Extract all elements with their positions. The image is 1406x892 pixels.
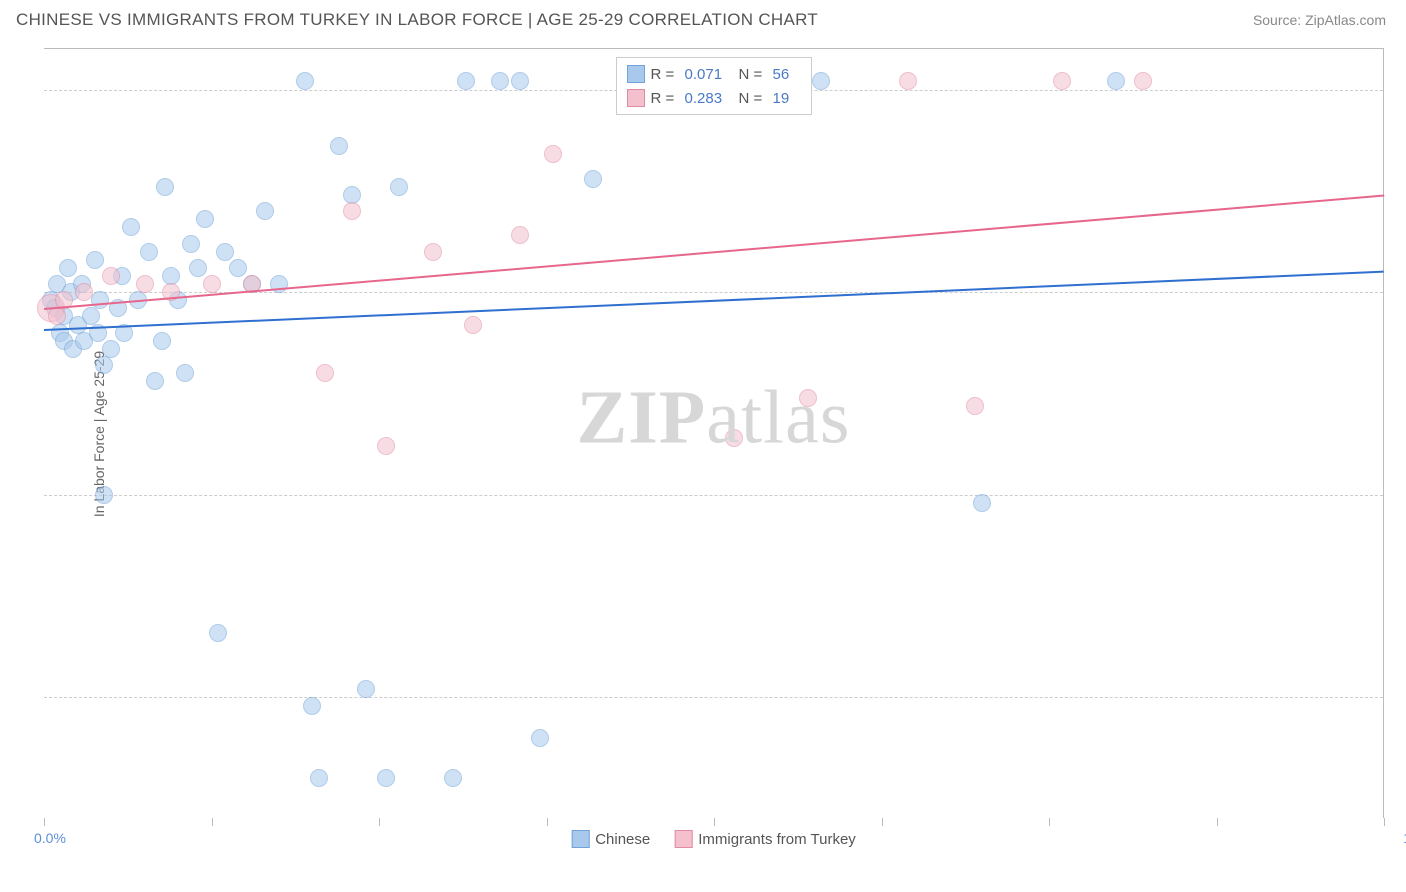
x-tick: [882, 818, 883, 826]
data-point: [330, 137, 348, 155]
data-point: [511, 226, 529, 244]
legend-n-label: N =: [739, 90, 767, 107]
data-point: [196, 210, 214, 228]
y-tick-label: 75.0%: [1393, 505, 1406, 521]
data-point: [1134, 72, 1152, 90]
data-point: [377, 437, 395, 455]
correlation-legend: R = 0.071 N = 56 R = 0.283 N = 19: [616, 57, 812, 115]
data-point: [899, 72, 917, 90]
data-point: [812, 72, 830, 90]
data-point: [1053, 72, 1071, 90]
x-tick: [379, 818, 380, 826]
data-point: [95, 486, 113, 504]
data-point: [531, 729, 549, 747]
data-point: [377, 769, 395, 787]
legend-r-value: 0.071: [685, 66, 733, 83]
data-point: [390, 178, 408, 196]
series-legend: Chinese Immigrants from Turkey: [571, 830, 856, 848]
legend-r-label: R =: [651, 90, 679, 107]
data-point: [153, 332, 171, 350]
y-tick-label: 87.5%: [1393, 302, 1406, 318]
legend-r-label: R =: [651, 66, 679, 83]
chart-title: CHINESE VS IMMIGRANTS FROM TURKEY IN LAB…: [16, 10, 818, 30]
data-point: [216, 243, 234, 261]
gridline: [44, 697, 1383, 698]
data-point: [457, 72, 475, 90]
data-point: [310, 769, 328, 787]
data-point: [122, 218, 140, 236]
legend-item: Immigrants from Turkey: [674, 830, 856, 848]
data-point: [136, 275, 154, 293]
data-point: [102, 340, 120, 358]
legend-swatch: [627, 65, 645, 83]
x-tick: [547, 818, 548, 826]
data-point: [343, 202, 361, 220]
data-point: [59, 259, 77, 277]
legend-swatch: [627, 89, 645, 107]
data-point: [491, 72, 509, 90]
data-point: [296, 72, 314, 90]
data-point: [584, 170, 602, 188]
data-point: [256, 202, 274, 220]
legend-item: Chinese: [571, 830, 650, 848]
data-point: [48, 307, 66, 325]
legend-n-label: N =: [739, 66, 767, 83]
data-point: [102, 267, 120, 285]
data-point: [95, 356, 113, 374]
data-point: [511, 72, 529, 90]
plot-area: 62.5%75.0%87.5%100.0%: [44, 49, 1383, 818]
chart-header: CHINESE VS IMMIGRANTS FROM TURKEY IN LAB…: [0, 0, 1406, 36]
y-tick-label: 62.5%: [1393, 707, 1406, 723]
data-point: [464, 316, 482, 334]
legend-row: R = 0.283 N = 19: [627, 86, 801, 110]
chart-source: Source: ZipAtlas.com: [1253, 12, 1386, 28]
legend-series-label: Chinese: [595, 831, 650, 848]
legend-n-value: 19: [773, 90, 801, 107]
gridline: [44, 495, 1383, 496]
data-point: [799, 389, 817, 407]
data-point: [444, 769, 462, 787]
data-point: [209, 624, 227, 642]
legend-r-value: 0.283: [685, 90, 733, 107]
data-point: [544, 145, 562, 163]
data-point: [140, 243, 158, 261]
x-tick: [212, 818, 213, 826]
x-axis-label-min: 0.0%: [34, 830, 66, 846]
data-point: [424, 243, 442, 261]
legend-n-value: 56: [773, 66, 801, 83]
legend-swatch: [571, 830, 589, 848]
data-point: [75, 283, 93, 301]
data-point: [1107, 72, 1125, 90]
data-point: [725, 429, 743, 447]
data-point: [303, 697, 321, 715]
data-point: [316, 364, 334, 382]
data-point: [966, 397, 984, 415]
x-tick: [1049, 818, 1050, 826]
x-tick: [714, 818, 715, 826]
data-point: [203, 275, 221, 293]
x-tick: [1384, 818, 1385, 826]
legend-swatch: [674, 830, 692, 848]
data-point: [91, 291, 109, 309]
data-point: [156, 178, 174, 196]
x-tick: [44, 818, 45, 826]
data-point: [182, 235, 200, 253]
legend-row: R = 0.071 N = 56: [627, 62, 801, 86]
data-point: [229, 259, 247, 277]
legend-series-label: Immigrants from Turkey: [698, 831, 856, 848]
y-tick-label: 100.0%: [1393, 100, 1406, 116]
data-point: [86, 251, 104, 269]
chart-container: In Labor Force | Age 25-29 62.5%75.0%87.…: [44, 48, 1384, 818]
data-point: [973, 494, 991, 512]
data-point: [146, 372, 164, 390]
data-point: [357, 680, 375, 698]
data-point: [189, 259, 207, 277]
data-point: [176, 364, 194, 382]
x-tick: [1217, 818, 1218, 826]
